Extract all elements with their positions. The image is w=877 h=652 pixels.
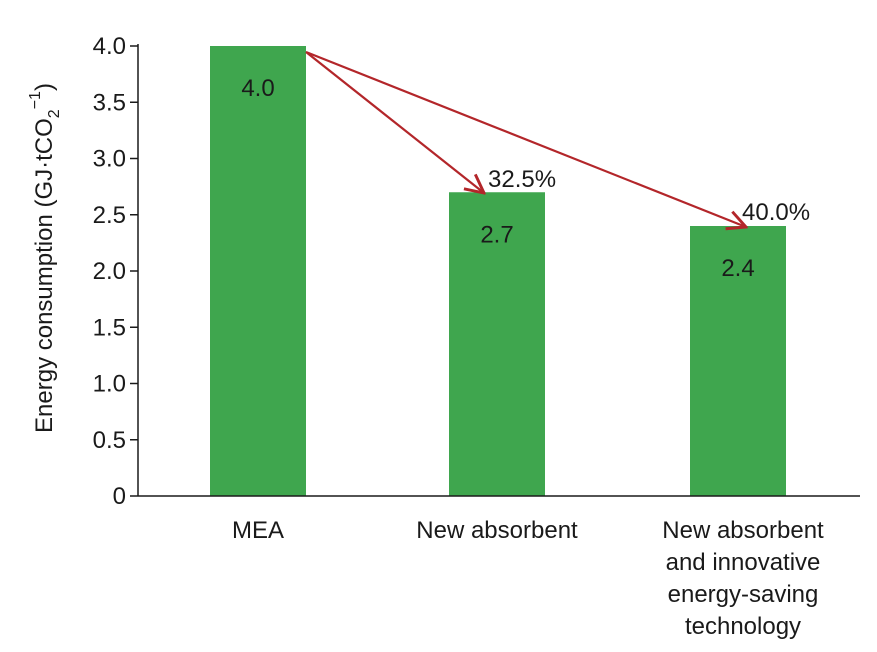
reduction-percent-label: 32.5% xyxy=(488,166,556,193)
axes xyxy=(137,44,860,497)
reduction-arrow xyxy=(305,50,746,227)
y-tick-label: 4.0 xyxy=(93,33,126,60)
y-axis-title-text: Energy consumption (GJ·tCO2−1) xyxy=(27,83,63,433)
y-axis-ticks: 0 0.5 1.0 1.5 2.0 2.5 3.0 3.5 4.0 xyxy=(93,33,138,510)
bar-0 xyxy=(210,46,306,496)
y-tick-label: 2.0 xyxy=(93,258,126,285)
y-tick-label: 1.5 xyxy=(93,314,126,341)
y-axis-title: Energy consumption (GJ·tCO2−1) xyxy=(27,83,63,433)
reduction-arrows xyxy=(305,50,746,227)
reduction-arrow xyxy=(305,51,484,193)
y-tick-label: 2.5 xyxy=(93,202,126,229)
y-tick-label: 0 xyxy=(113,483,126,510)
x-category-label: New absorbent xyxy=(416,517,578,544)
bar-value-label: 4.0 xyxy=(241,75,274,102)
labels: MEA New absorbent New absorbent and innovat… xyxy=(232,75,824,640)
reduction-percent-label: 40.0% xyxy=(742,199,810,226)
bars xyxy=(210,46,786,496)
x-category-label: technology xyxy=(685,613,801,640)
y-tick-label: 1.0 xyxy=(93,371,126,398)
x-category-label: MEA xyxy=(232,517,284,544)
bar-value-label: 2.4 xyxy=(721,255,754,282)
bar-1 xyxy=(449,192,545,496)
x-category-label: and innovative xyxy=(666,549,821,576)
y-tick-label: 0.5 xyxy=(93,427,126,454)
x-category-label: energy-saving xyxy=(668,581,819,608)
bar-2 xyxy=(690,226,786,496)
y-tick-label: 3.5 xyxy=(93,89,126,116)
bar-value-label: 2.7 xyxy=(480,221,513,248)
y-tick-label: 3.0 xyxy=(93,146,126,173)
x-category-label: New absorbent xyxy=(662,517,824,544)
